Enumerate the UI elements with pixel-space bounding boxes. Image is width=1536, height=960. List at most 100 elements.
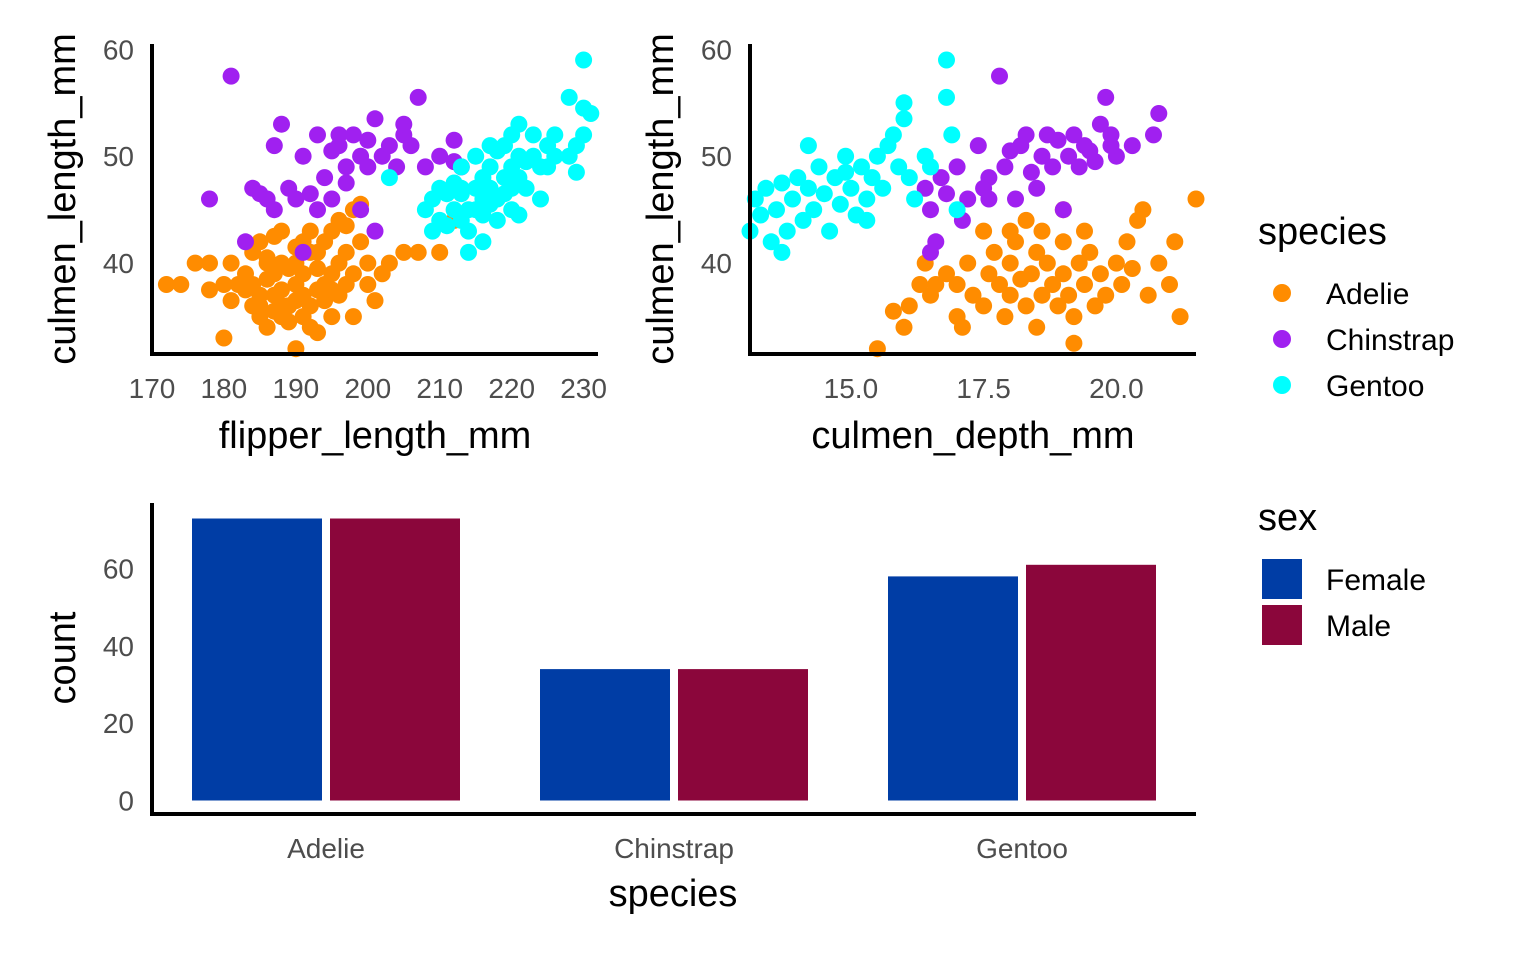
point-gentoo — [810, 158, 828, 176]
point-adelie — [244, 297, 262, 315]
point-gentoo — [532, 190, 549, 208]
point-gentoo — [510, 206, 528, 224]
point-chinstrap — [237, 233, 254, 251]
legend-key-male — [1262, 605, 1302, 645]
point-adelie — [1171, 308, 1189, 326]
point-adelie — [172, 276, 190, 293]
point-chinstrap — [301, 185, 319, 203]
x-tick-label: 17.5 — [956, 373, 1011, 404]
panel-depth-scatter: 15.0 17.5 20.0 40 50 60 culmen_depth_mm culm… — [640, 33, 1205, 457]
point-gentoo — [503, 126, 521, 144]
point-chinstrap — [980, 169, 998, 187]
point-gentoo — [906, 190, 924, 208]
point-adelie — [309, 260, 326, 277]
point-adelie — [1038, 254, 1056, 272]
point-adelie — [900, 297, 918, 315]
y-tick-label: 60 — [103, 554, 134, 585]
point-chinstrap — [1091, 115, 1109, 133]
point-adelie — [1091, 265, 1109, 283]
point-adelie — [280, 260, 298, 277]
bar-adelie-female — [192, 518, 322, 801]
point-adelie — [1054, 265, 1072, 283]
point-adelie — [309, 324, 326, 342]
x-tick-label: Adelie — [287, 833, 365, 864]
x-tick-labels: 15.0 17.5 20.0 — [824, 373, 1144, 404]
point-chinstrap — [359, 158, 377, 176]
point-chinstrap — [352, 201, 370, 219]
point-chinstrap — [1017, 126, 1035, 144]
point-adelie — [1065, 334, 1083, 352]
scatter-points — [157, 51, 600, 358]
point-adelie — [366, 292, 384, 310]
point-adelie — [1017, 211, 1035, 229]
point-chinstrap — [294, 147, 312, 165]
point-adelie — [201, 254, 218, 272]
point-adelie — [215, 329, 233, 347]
point-gentoo — [778, 222, 796, 240]
point-chinstrap — [1065, 126, 1083, 144]
point-chinstrap — [395, 115, 413, 133]
point-gentoo — [481, 158, 499, 176]
legend-title: species — [1258, 211, 1387, 253]
point-adelie — [1161, 276, 1178, 293]
point-gentoo — [438, 217, 456, 235]
point-adelie — [1081, 243, 1099, 261]
point-gentoo — [799, 137, 817, 155]
x-tick-label: Gentoo — [976, 833, 1068, 864]
scatter-points — [741, 51, 1205, 358]
point-chinstrap — [1097, 88, 1115, 106]
y-tick-label: 50 — [103, 141, 134, 172]
y-tick-label: 20 — [103, 708, 134, 739]
legend-label: Chinstrap — [1326, 324, 1454, 357]
point-gentoo — [488, 211, 506, 229]
y-tick-label: 60 — [103, 34, 134, 65]
point-adelie — [927, 276, 945, 293]
axis-lines — [150, 503, 1196, 816]
point-gentoo — [452, 179, 470, 197]
y-tick-labels: 40 50 60 — [103, 34, 134, 279]
point-chinstrap — [1007, 190, 1024, 208]
legend-key-gentoo — [1273, 376, 1291, 394]
y-tick-label: 60 — [701, 34, 732, 65]
point-adelie — [1070, 254, 1088, 272]
x-tick-label: 170 — [129, 373, 176, 404]
point-adelie — [1001, 254, 1019, 272]
x-tick-label: Chinstrap — [614, 833, 734, 864]
point-adelie — [1150, 254, 1168, 272]
point-gentoo — [567, 163, 585, 181]
point-chinstrap — [337, 174, 355, 192]
point-adelie — [911, 276, 929, 293]
x-tick-label: 210 — [416, 373, 463, 404]
x-tick-label: 20.0 — [1089, 373, 1144, 404]
point-gentoo — [467, 147, 485, 165]
point-chinstrap — [431, 147, 449, 165]
legend-label: Female — [1326, 564, 1426, 597]
point-gentoo — [895, 94, 913, 112]
point-chinstrap — [1102, 137, 1120, 155]
point-chinstrap — [337, 158, 355, 176]
point-adelie — [237, 265, 254, 283]
point-gentoo — [868, 147, 886, 165]
point-adelie — [1118, 233, 1136, 251]
point-gentoo — [943, 126, 961, 144]
point-adelie — [1001, 286, 1019, 304]
point-chinstrap — [1145, 126, 1162, 144]
point-gentoo — [837, 163, 855, 181]
point-gentoo — [789, 169, 807, 187]
point-adelie — [1060, 286, 1078, 304]
point-chinstrap — [445, 131, 463, 149]
point-chinstrap — [922, 243, 939, 261]
point-adelie — [287, 292, 305, 310]
point-gentoo — [768, 201, 785, 219]
series-gentoo — [380, 51, 600, 261]
point-gentoo — [460, 222, 477, 240]
point-chinstrap — [409, 88, 427, 106]
point-adelie — [1076, 276, 1093, 293]
x-tick-label: 190 — [273, 373, 320, 404]
point-adelie — [337, 243, 355, 261]
legend-items: Female Male — [1262, 559, 1426, 645]
legend-key-chinstrap — [1273, 330, 1291, 348]
point-adelie — [157, 276, 175, 293]
point-adelie — [222, 292, 240, 310]
